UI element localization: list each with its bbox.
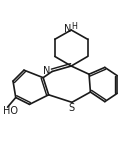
Text: N: N xyxy=(64,24,72,34)
Text: N: N xyxy=(43,66,51,76)
Text: HO: HO xyxy=(3,106,18,116)
Text: H: H xyxy=(71,22,77,31)
Text: S: S xyxy=(69,103,75,113)
